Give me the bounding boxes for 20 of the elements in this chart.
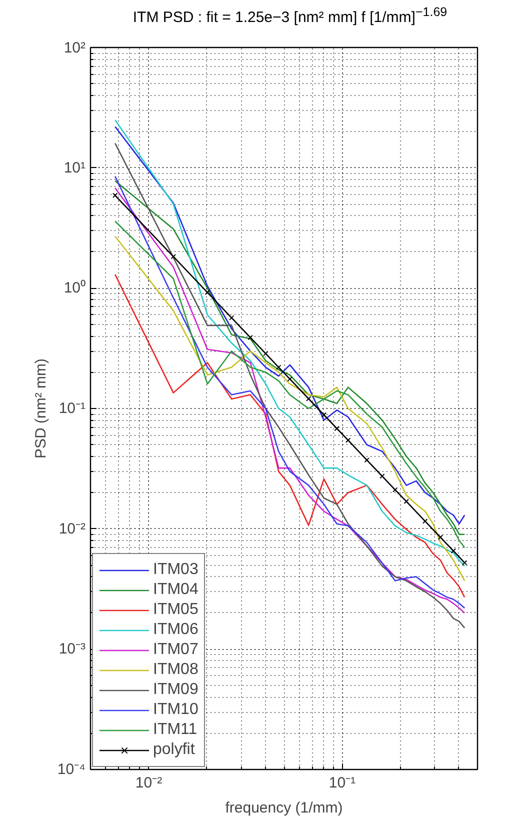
legend-label: polyfit [153,741,195,759]
y-tick-label: 10⁰ [64,280,86,297]
y-tick-label: 10¹ [64,159,86,176]
legend-label: ITM08 [153,661,198,679]
legend-label: ITM03 [153,561,198,579]
legend-label: ITM11 [153,721,198,739]
legend-label: ITM07 [153,641,198,659]
x-axis-title: frequency (1/mm) [225,800,343,816]
chart-title: ITM PSD : fit = 1.25e−3 [nm² mm] f [1/mm]$^{−1.69}$ [132,4,448,28]
y-tick-label: 10⁻⁴ [57,761,86,778]
y-tick-label: 10⁻² [58,520,86,538]
legend-label: ITM10 [153,701,198,719]
legend-label: ITM06 [153,621,198,639]
y-tick-label: 10⁻¹ [58,400,86,417]
y-tick-label: 10² [64,40,86,56]
y-tick-label: 10⁻³ [58,640,86,658]
y-axis-title: PSD (nm² mm) [32,358,50,458]
legend-label: ITM04 [153,581,198,599]
legend-label: ITM09 [153,681,198,699]
legend-label: ITM05 [153,601,198,619]
